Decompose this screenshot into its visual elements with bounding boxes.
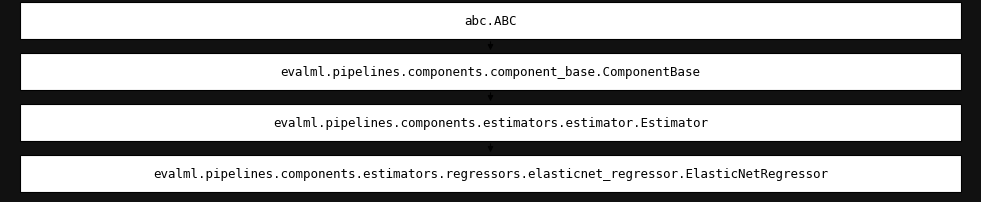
FancyBboxPatch shape — [20, 104, 961, 141]
FancyBboxPatch shape — [20, 3, 961, 40]
Text: evalml.pipelines.components.component_base.ComponentBase: evalml.pipelines.components.component_ba… — [281, 66, 700, 79]
FancyBboxPatch shape — [20, 54, 961, 90]
FancyBboxPatch shape — [20, 155, 961, 192]
Text: abc.ABC: abc.ABC — [464, 15, 517, 28]
Text: evalml.pipelines.components.estimators.regressors.elasticnet_regressor.ElasticNe: evalml.pipelines.components.estimators.r… — [153, 167, 828, 180]
Text: evalml.pipelines.components.estimators.estimator.Estimator: evalml.pipelines.components.estimators.e… — [273, 116, 708, 129]
